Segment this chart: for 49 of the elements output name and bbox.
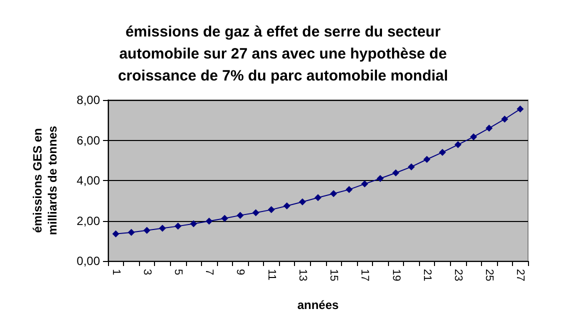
y-axis-title: émissions GES en milliards de tonnes <box>30 125 60 236</box>
point <box>190 220 198 228</box>
x-tick-label: 3 <box>140 269 153 276</box>
x-tick-label: 11 <box>265 269 278 280</box>
point <box>423 156 430 163</box>
point <box>174 222 182 230</box>
point <box>268 206 275 214</box>
point <box>346 186 353 194</box>
point <box>298 198 306 206</box>
point <box>236 212 244 219</box>
point <box>143 226 150 234</box>
x-tick-label: 1 <box>110 269 122 276</box>
point <box>330 190 338 198</box>
point <box>283 202 290 210</box>
x-tick-label: 5 <box>172 269 184 276</box>
point <box>454 141 462 148</box>
y-tick-label: 4,00 <box>76 174 100 188</box>
point <box>252 209 260 216</box>
y-tick-label: 8,00 <box>76 93 100 107</box>
x-tick-label: 21 <box>420 269 433 282</box>
x-axis-title: années <box>297 298 339 312</box>
chart-title: émissions de gaz à effet de serre du secteur automobile sur 27 ans avec une hypothèse de croissance de 7% du parc automobile mondial <box>118 24 448 84</box>
x-tick-label: 7 <box>203 269 216 276</box>
x-tick-label: 23 <box>452 269 464 282</box>
x-tick-label: 15 <box>328 269 340 282</box>
y-tick-label: 0,00 <box>76 254 100 268</box>
x-tick-label: 9 <box>234 269 246 276</box>
point <box>501 116 508 123</box>
point <box>376 174 384 182</box>
x-tick-label: 25 <box>483 269 496 282</box>
point <box>438 148 446 156</box>
point <box>516 106 524 113</box>
point <box>158 224 166 232</box>
x-tick-label: 27 <box>514 269 526 282</box>
x-tick-label: 17 <box>358 269 371 282</box>
point <box>314 194 322 202</box>
point <box>361 180 368 188</box>
y-tick-label: 6,00 <box>76 133 100 148</box>
point <box>221 214 228 222</box>
point <box>470 133 478 140</box>
point <box>112 230 120 238</box>
point <box>408 163 415 170</box>
y-tick-label: 2,00 <box>76 214 100 228</box>
x-tick-label: 19 <box>390 269 402 282</box>
point <box>392 169 400 176</box>
point <box>486 124 493 132</box>
x-tick-label: 13 <box>296 269 308 282</box>
point <box>206 218 213 225</box>
point <box>128 228 135 236</box>
